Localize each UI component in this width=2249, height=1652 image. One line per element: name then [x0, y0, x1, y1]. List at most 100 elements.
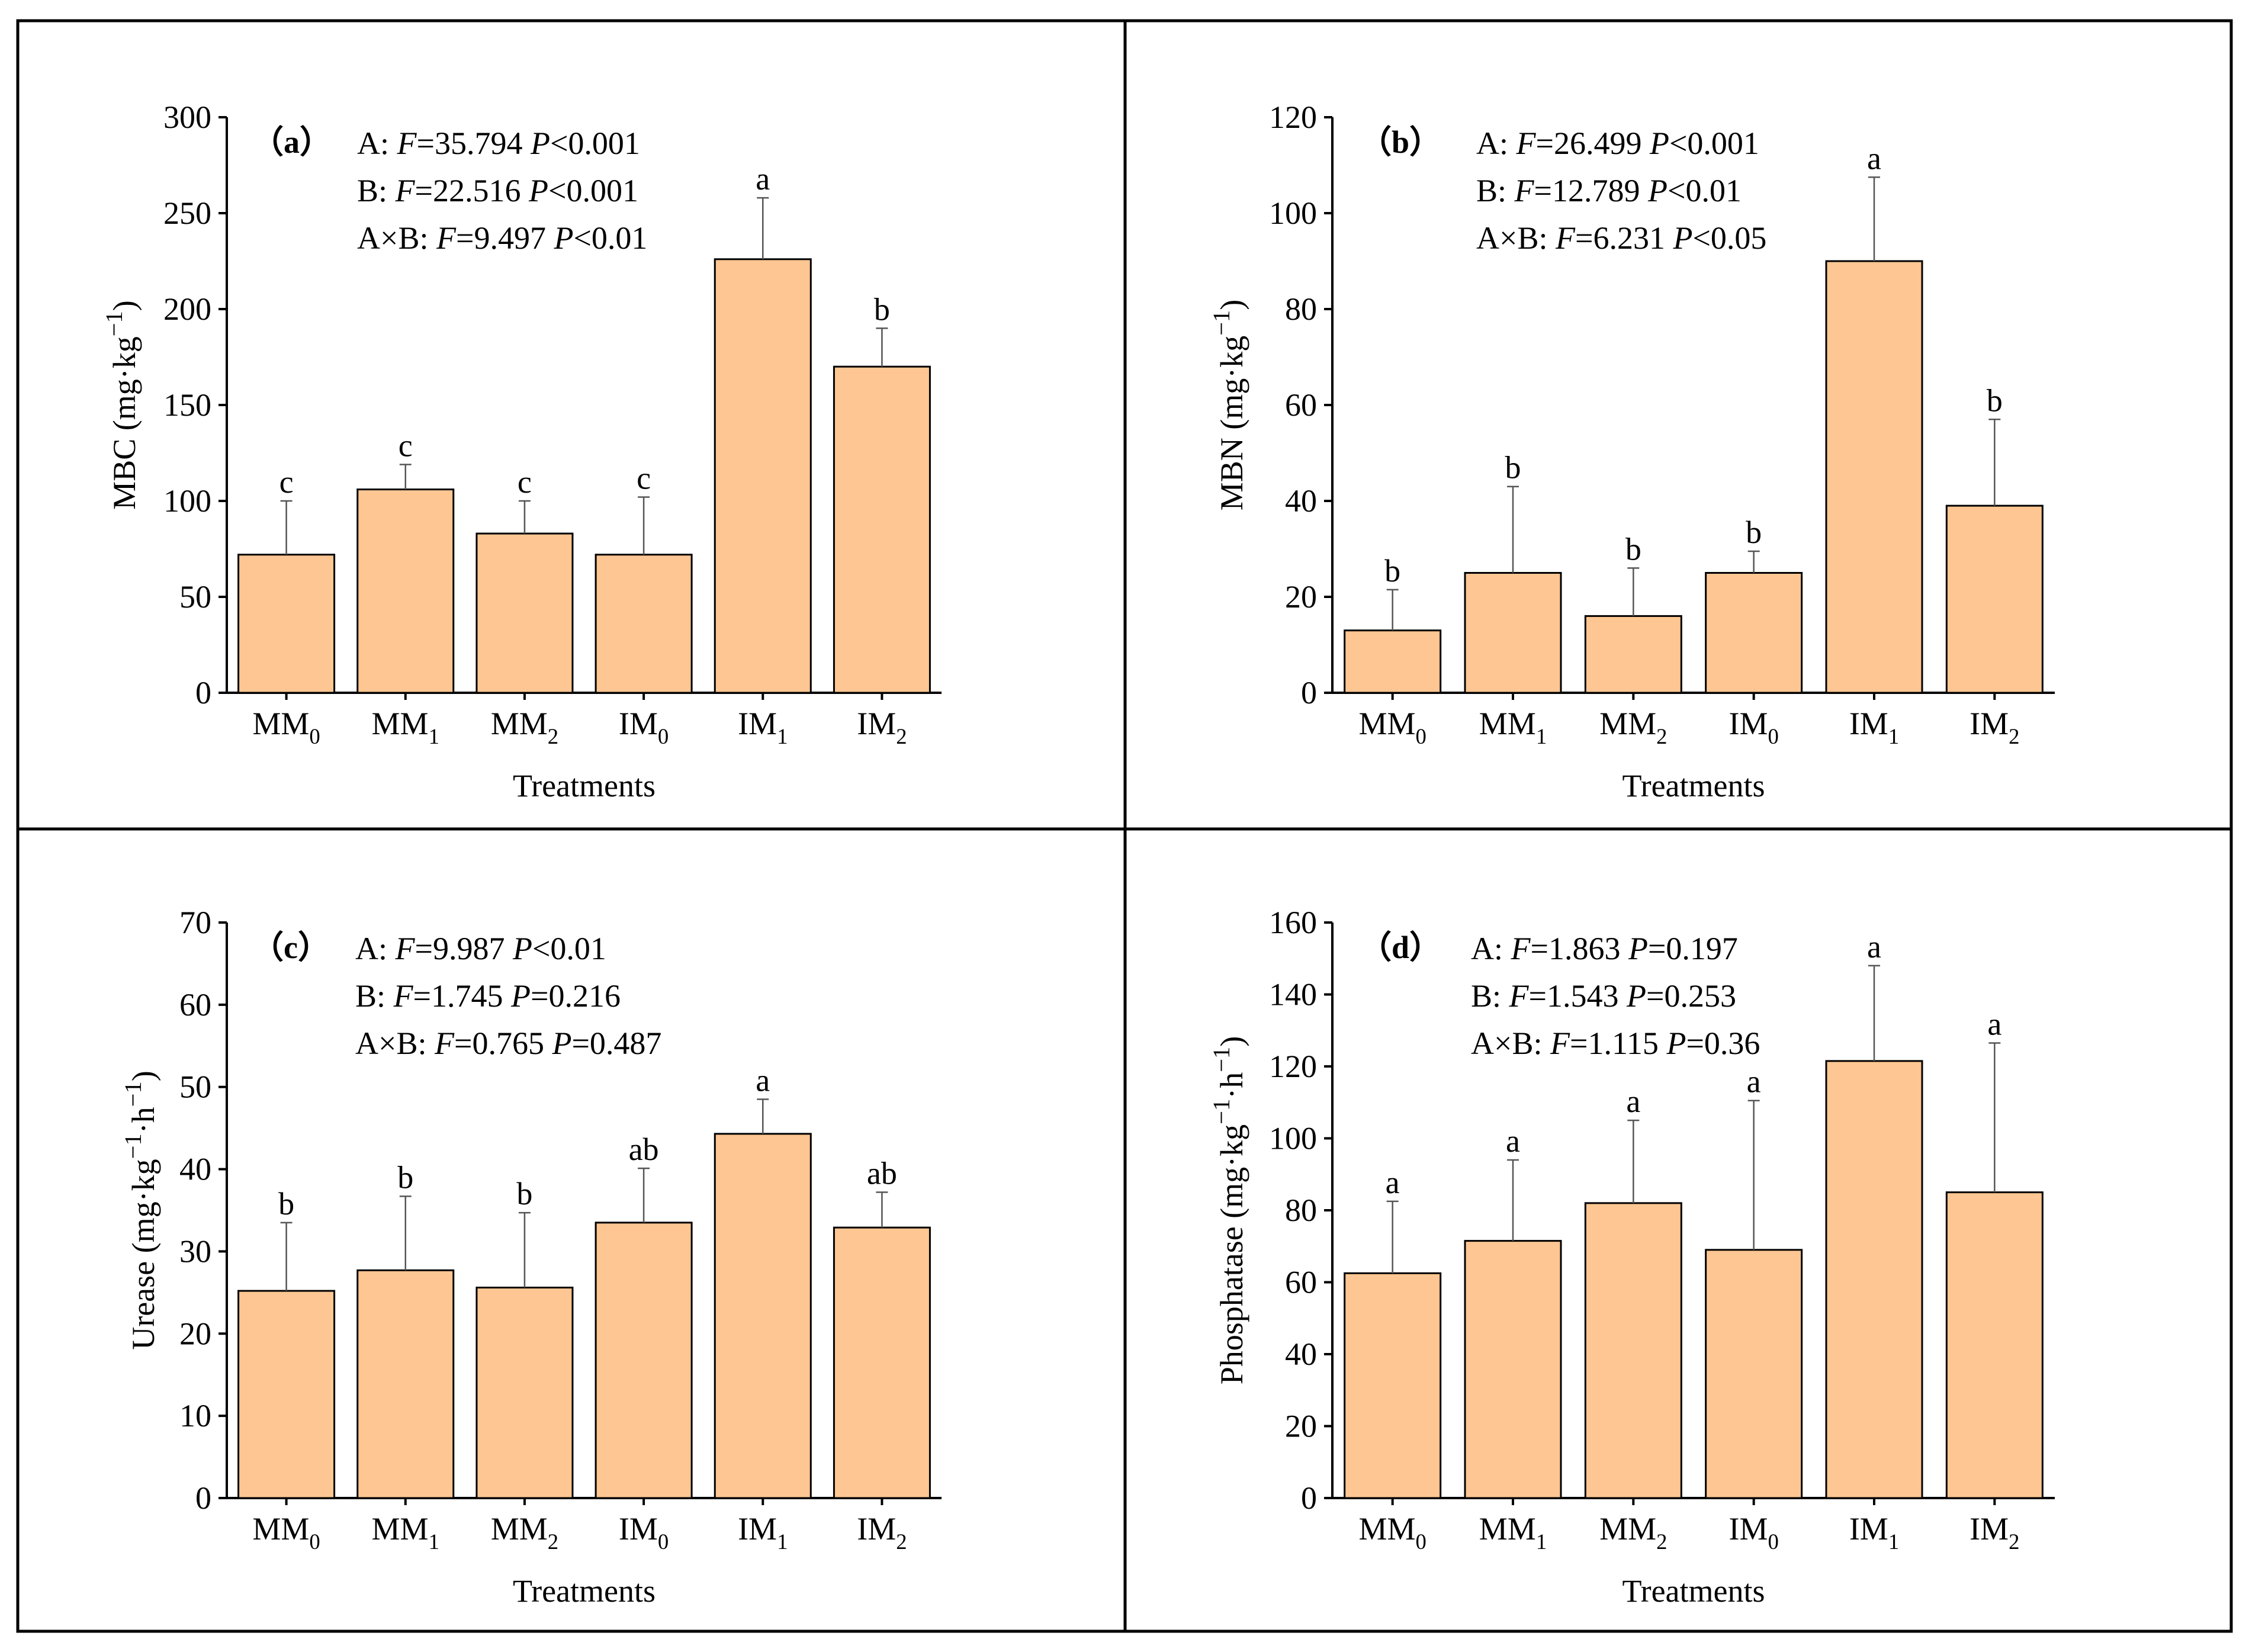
- stat-f-symbol: F: [434, 1026, 455, 1061]
- category-base: MM: [1479, 1511, 1536, 1547]
- bar: [1825, 260, 1923, 694]
- bar: [356, 488, 455, 694]
- category-subscript: 2: [896, 724, 907, 748]
- category-subscript: 1: [1888, 1529, 1899, 1554]
- ylabel-main: MBN (mg·kg: [1214, 336, 1249, 511]
- stat-p-value: <0.001: [548, 173, 638, 208]
- category-subscript: 0: [658, 724, 669, 748]
- significance-letter: b: [1987, 383, 2003, 418]
- stat-f-value: =6.231: [1575, 220, 1673, 256]
- significance-letter: a: [1987, 1007, 2001, 1042]
- y-tick-label: 20: [179, 1316, 211, 1351]
- x-tick-label: IM0: [619, 1511, 669, 1554]
- stat-f-value: =22.516: [415, 173, 529, 208]
- bar: [1705, 1249, 1803, 1499]
- stat-f-value: =26.499: [1536, 126, 1650, 161]
- x-tick-label: MM1: [372, 1511, 439, 1554]
- bar: [475, 532, 574, 694]
- stat-factor: A×B:: [1471, 1026, 1550, 1061]
- stat-f-symbol: F: [395, 931, 416, 966]
- y-tick-label: 140: [1269, 977, 1317, 1013]
- panel-label: （d）: [1360, 930, 1441, 965]
- x-axis-title: Treatments: [513, 768, 656, 803]
- x-tick-label: MM1: [372, 706, 439, 748]
- category-base: IM: [1728, 706, 1768, 741]
- significance-letter: a: [1867, 929, 1881, 965]
- stat-f-symbol: F: [395, 173, 416, 208]
- y-tick-label: 20: [1285, 1409, 1317, 1444]
- bar: [714, 258, 812, 694]
- x-tick-label: IM2: [857, 1511, 907, 1554]
- stat-f-symbol: F: [1511, 931, 1531, 966]
- significance-letter: b: [1746, 515, 1762, 550]
- category-subscript: 2: [1656, 1529, 1667, 1554]
- y-tick-label: 40: [1285, 1336, 1317, 1372]
- panel-d: 020406080100120140160aMM0aMM1aMM2aIM0aIM…: [1123, 827, 2233, 1633]
- stat-line: A×B: F=6.231 P<0.05: [1476, 220, 1766, 256]
- x-tick-label: IM0: [1728, 1511, 1778, 1554]
- category-subscript: 1: [1536, 724, 1547, 748]
- category-base: MM: [252, 1511, 309, 1547]
- stat-f-symbol: F: [1550, 1026, 1570, 1061]
- ylabel-superscript: −1: [1208, 1099, 1235, 1124]
- x-tick-label: IM1: [1849, 706, 1899, 748]
- category-base: MM: [372, 1511, 429, 1547]
- category-subscript: 1: [777, 724, 788, 748]
- bar: [1705, 572, 1803, 694]
- stat-f-symbol: F: [397, 126, 417, 161]
- y-tick-label: 80: [1285, 291, 1317, 327]
- stat-f-value: =0.765: [454, 1026, 552, 1061]
- category-subscript: 0: [309, 1529, 320, 1554]
- stat-p-value: <0.001: [550, 126, 640, 161]
- stat-f-symbol: F: [1509, 978, 1530, 1014]
- category-base: IM: [1849, 706, 1888, 741]
- stat-factor: A:: [355, 931, 396, 966]
- stat-p-value: =0.197: [1648, 931, 1738, 966]
- category-subscript: 0: [1416, 1529, 1426, 1554]
- x-tick-label: IM1: [738, 1511, 788, 1554]
- stat-factor: A×B:: [1476, 220, 1556, 256]
- ylabel-main: MBC (mg·kg: [107, 336, 142, 510]
- y-tick-label: 120: [1269, 1049, 1317, 1084]
- panel-a: 050100150200250300cMM0cMM1cMM2cIM0aIM1bI…: [16, 19, 1127, 831]
- y-axis-title: Urease (mg·kg−1·h−1): [120, 1071, 161, 1350]
- y-tick-label: 30: [179, 1233, 211, 1269]
- y-tick-label: 20: [1285, 579, 1317, 615]
- bar: [1945, 1191, 2044, 1499]
- bar: [1825, 1060, 1923, 1499]
- stat-p-value: =0.216: [531, 978, 621, 1014]
- stat-f-value: =9.987: [415, 931, 513, 966]
- panel-label: （b）: [1360, 124, 1441, 160]
- ylabel-tail: ): [1214, 1036, 1249, 1047]
- x-tick-label: MM2: [1599, 1511, 1667, 1554]
- category-subscript: 2: [548, 724, 558, 748]
- category-base: MM: [372, 706, 429, 741]
- stat-factor: B:: [1471, 978, 1509, 1014]
- category-subscript: 0: [1768, 1529, 1778, 1554]
- y-tick-label: 0: [1301, 1480, 1317, 1516]
- stat-p-symbol: P: [510, 978, 531, 1014]
- stat-f-value: =9.497: [456, 220, 554, 256]
- stat-p-symbol: P: [1672, 220, 1692, 256]
- ylabel-mid: ·h: [126, 1107, 161, 1133]
- y-tick-label: 60: [1285, 1265, 1317, 1300]
- stat-factor: A:: [357, 126, 397, 161]
- bar: [595, 1222, 693, 1499]
- bar: [833, 1226, 931, 1499]
- category-subscript: 2: [896, 1529, 907, 1554]
- x-tick-label: MM2: [1599, 706, 1667, 748]
- significance-letter: a: [1626, 1084, 1640, 1119]
- stat-p-symbol: P: [1626, 978, 1646, 1014]
- stat-factor: A:: [1471, 931, 1511, 966]
- stat-p-symbol: P: [1628, 931, 1648, 966]
- stat-factor: A×B:: [357, 220, 436, 256]
- stat-line: A: F=1.863 P=0.197: [1471, 931, 1738, 966]
- stat-p-symbol: P: [1649, 126, 1669, 161]
- category-subscript: 2: [1656, 724, 1667, 748]
- category-base: MM: [1358, 706, 1415, 741]
- x-tick-label: MM0: [252, 1511, 320, 1554]
- stat-p-value: <0.001: [1669, 126, 1759, 161]
- category-subscript: 1: [429, 724, 439, 748]
- category-base: IM: [1849, 1511, 1888, 1547]
- stat-p-value: <0.05: [1692, 220, 1766, 256]
